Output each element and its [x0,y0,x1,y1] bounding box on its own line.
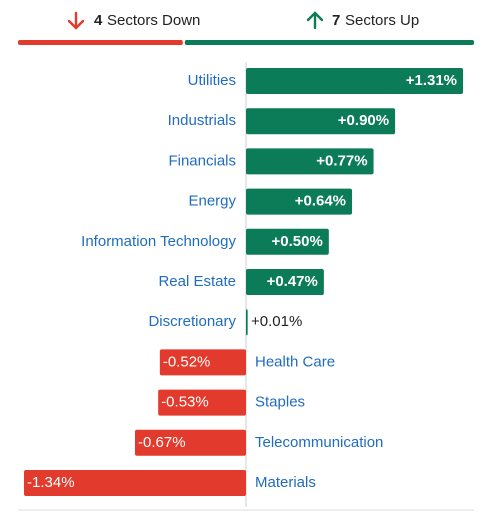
category-label: Telecommunication [255,434,383,451]
value-label: +1.31% [406,72,457,89]
bar [246,108,396,135]
value-label: +0.90% [338,112,389,129]
category-label: Industrials [168,112,236,129]
value-label: +0.01% [251,313,302,330]
up-share [184,40,474,45]
up-label: Sectors Up [345,12,419,29]
bar [246,68,464,94]
down-share [18,40,183,45]
value-label: -0.53% [161,394,209,411]
value-label: -0.52% [163,353,211,370]
value-label: +0.50% [272,233,323,250]
category-label: Energy [188,193,236,210]
category-label: Real Estate [158,273,236,290]
down-icon [67,11,85,30]
category-label: Discretionary [148,313,236,330]
bar [246,309,248,336]
value-label: +0.64% [295,193,346,210]
value-label: -1.34% [27,474,75,491]
category-label: Staples [255,394,305,411]
bar [135,429,246,456]
bar [24,470,246,496]
down-count: 4 [94,12,103,29]
category-label: Utilities [188,72,236,89]
category-label: Materials [255,474,316,491]
bar [246,228,329,255]
category-label: Financials [168,152,236,169]
up-count: 7 [332,12,340,29]
down-label: Sectors Down [107,12,200,29]
bar [246,148,374,175]
up-icon [306,11,324,30]
category-label: Information Technology [81,233,236,250]
bar [158,389,246,416]
bar [246,269,324,295]
category-label: Health Care [255,353,335,370]
bar [159,349,246,376]
value-label: +0.47% [267,273,318,290]
value-label: +0.77% [316,152,367,169]
value-label: -0.67% [138,434,186,451]
bar [246,188,353,215]
